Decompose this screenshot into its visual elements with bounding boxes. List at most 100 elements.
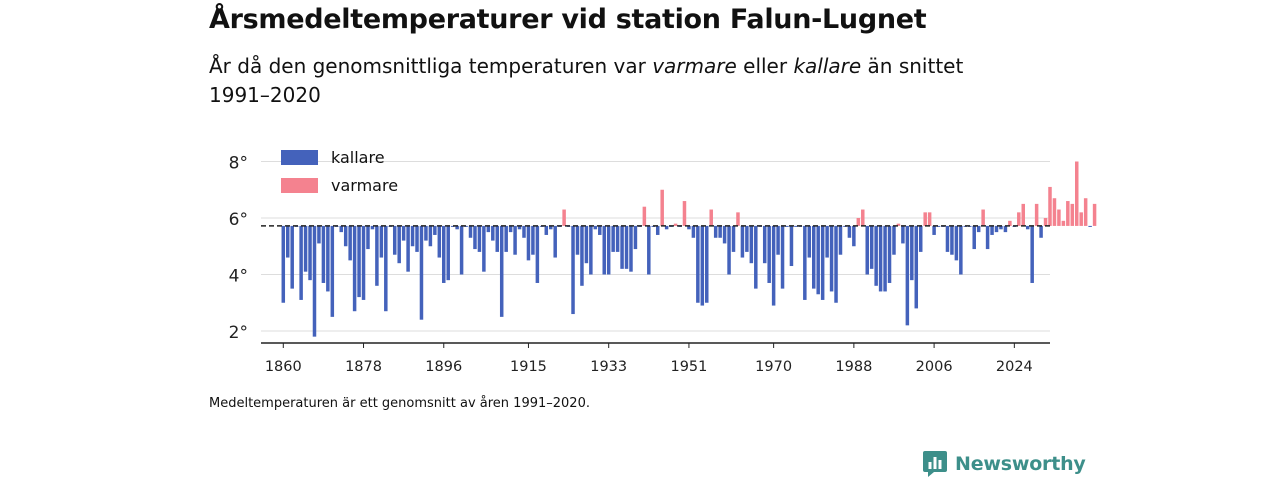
bar-1888: [406, 225, 410, 272]
bar-1989: [856, 218, 861, 226]
bar-1951: [687, 225, 691, 230]
bar-1966: [754, 225, 758, 289]
bar-1871: [330, 225, 335, 317]
bar-1944: [655, 225, 660, 235]
bar-2011: [954, 225, 959, 261]
bar-1921: [553, 225, 557, 258]
bar-1874: [343, 225, 348, 247]
bar-2005: [927, 212, 932, 226]
bar-1919: [544, 225, 549, 235]
bar-1923: [562, 209, 566, 226]
legend-label-varmare: varmare: [331, 176, 398, 195]
bar-2004: [923, 212, 927, 226]
bar-1929: [589, 225, 593, 275]
bar-1891: [419, 225, 424, 320]
bar-2010: [950, 225, 954, 255]
bar-1920: [549, 225, 553, 230]
x-tick-label: 1915: [510, 359, 547, 375]
y-tick-label: 6°: [229, 210, 248, 230]
x-tick-label: 2006: [916, 359, 953, 375]
bar-1875: [348, 225, 352, 261]
bar-1915: [526, 225, 531, 261]
y-tick-label: 4°: [229, 267, 248, 287]
bar-1986: [843, 225, 847, 227]
bar-2029: [1034, 203, 1039, 226]
bar-1869: [321, 225, 326, 283]
bar-1879: [366, 225, 370, 250]
x-tick-label: 1933: [590, 359, 627, 375]
x-tick-label: 1988: [835, 359, 872, 375]
bar-2016: [976, 225, 981, 233]
bar-1999: [901, 225, 905, 244]
bar-1941: [642, 206, 647, 226]
bar-1974: [789, 225, 794, 267]
bar-1873: [339, 225, 343, 233]
bar-1988: [852, 225, 856, 247]
bar-1937: [624, 225, 629, 269]
bar-1942: [647, 225, 651, 275]
bar-1991: [865, 225, 869, 275]
bar-1904: [477, 225, 482, 252]
bar-1897: [446, 225, 450, 281]
bar-1950: [682, 201, 687, 226]
bar-2035: [1061, 220, 1066, 226]
bar-1996: [887, 225, 892, 283]
bar-2000: [905, 225, 910, 326]
bar-2017: [981, 209, 985, 226]
x-tick-label: 1878: [345, 359, 382, 375]
bar-1987: [847, 225, 852, 238]
bar-1971: [776, 225, 780, 255]
bar-1905: [482, 225, 486, 272]
bar-1914: [522, 225, 526, 238]
bar-2042: [1092, 203, 1097, 226]
bar-1973: [785, 225, 789, 227]
bar-1936: [620, 225, 624, 269]
bar-1994: [878, 225, 883, 292]
bar-2032: [1048, 186, 1052, 226]
bar-1955: [705, 225, 709, 303]
bar-2031: [1043, 218, 1048, 226]
bar-1866: [308, 225, 312, 281]
bar-1889: [410, 225, 415, 247]
bar-1993: [874, 225, 878, 286]
bar-1913: [517, 225, 522, 230]
bar-1984: [834, 225, 838, 303]
y-tick-label: 8°: [229, 154, 248, 174]
bar-1933: [606, 225, 611, 275]
bar-1870: [326, 225, 330, 292]
bar-1908: [495, 225, 499, 252]
bar-2041: [1088, 225, 1092, 227]
bar-2007: [936, 225, 941, 227]
bar-2009: [945, 225, 950, 252]
bar-1907: [491, 225, 495, 241]
bar-1992: [869, 225, 874, 269]
bar-1877: [357, 225, 361, 298]
bar-1901: [464, 225, 468, 227]
bar-1931: [598, 225, 602, 235]
bar-1978: [807, 225, 812, 258]
bar-1939: [633, 225, 638, 250]
bar-1878: [361, 225, 366, 300]
subtitle-text-1: År då den genomsnittliga temperaturen va…: [209, 54, 653, 78]
bar-1865: [303, 225, 308, 272]
bar-1912: [513, 225, 517, 255]
subtitle-colder: kallare: [793, 54, 862, 78]
bar-1893: [428, 225, 433, 247]
bar-1868: [317, 225, 321, 244]
bar-1975: [794, 225, 798, 227]
bar-1995: [883, 225, 887, 292]
bar-1867: [312, 225, 317, 337]
temperature-bar-chart: 2° 4° 6° 8° 1860 1878 1896 1915 1933 1951 1970 1988…: [229, 148, 1097, 375]
bar-2037: [1070, 203, 1075, 226]
bar-1899: [455, 225, 459, 230]
bar-1880: [370, 225, 375, 230]
bar-2022: [1003, 225, 1008, 233]
bar-1961: [731, 225, 736, 252]
bar-1895: [437, 225, 442, 258]
bar-1954: [700, 225, 705, 306]
bar-1960: [727, 225, 731, 275]
bar-1985: [838, 225, 843, 255]
bar-1934: [611, 225, 615, 252]
subtitle-warmer: varmare: [652, 54, 737, 78]
